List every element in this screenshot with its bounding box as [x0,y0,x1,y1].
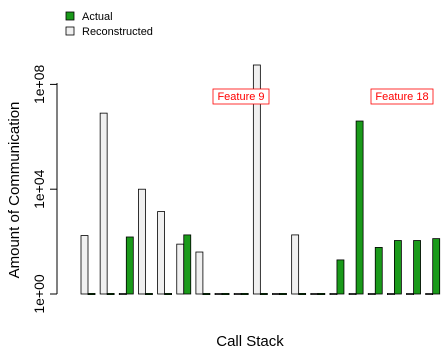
legend-swatch-actual [65,11,75,21]
bar-actual-10 [259,292,268,295]
legend-label-reconstructed: Reconstructed [82,26,153,38]
bar-actual-16 [374,247,383,295]
bar-reconstructed-4 [138,188,146,295]
bar-reconstructed-1 [80,235,89,295]
bar-actual-6 [183,234,192,295]
legend-label-actual: Actual [82,11,113,23]
bar-actual-18 [413,240,421,295]
legend-swatch-reconstructed [65,26,75,36]
bar-actual-17 [393,240,402,295]
bar-actual-11 [279,292,287,295]
annotation-feature-9: Feature 9 [217,91,264,103]
bar-actual-19 [432,238,441,295]
y-tick-label: 1e+00 [31,274,47,314]
bar-reconstructed-9 [233,292,242,295]
bar-reconstructed-8 [214,292,223,295]
bar-reconstructed-14 [329,292,338,295]
bar-actual-7 [202,292,211,295]
bar-reconstructed-13 [310,292,319,295]
bar-actual-4 [145,292,153,295]
bar-reconstructed-12 [291,234,300,295]
annotations: Feature 9 Feature 18 [212,88,434,105]
bar-reconstructed-17 [386,292,395,295]
bar-actual-3 [125,236,134,295]
bar-actual-12 [298,292,307,295]
bar-reconstructed-19 [425,292,434,295]
bar-reconstructed-6 [176,243,185,295]
bar-actual-14 [336,259,345,295]
x-axis-label: Call Stack [216,333,284,350]
y-tick-label: 1e+08 [31,65,47,105]
bar-actual-5 [164,292,173,295]
annotation-feature-18: Feature 18 [375,91,428,103]
bar-actual-1 [87,292,96,295]
bar-reconstructed-7 [195,251,204,295]
bar-actual-2 [106,292,115,295]
bar-reconstructed-5 [157,211,166,295]
y-axis: 1e+00 1e+04 1e+08 [31,65,58,314]
y-tick-label: 1e+04 [31,169,47,209]
bar-actual-15 [355,120,364,295]
bars-layer [80,64,441,295]
bar-reconstructed-10 [252,64,261,295]
y-ticks: 1e+00 1e+04 1e+08 [31,65,57,314]
y-axis-label: Amount of Communication [6,102,23,279]
bar-actual-13 [317,292,326,295]
bar-reconstructed-16 [367,292,376,295]
bar-reconstructed-18 [406,292,414,295]
bar-reconstructed-2 [99,112,108,295]
annotation-box-feature-9 [212,88,270,105]
annotation-box-feature-18 [370,88,434,105]
legend: Actual Reconstructed [65,11,153,38]
bar-reconstructed-15 [348,292,357,295]
bar-reconstructed-3 [118,292,127,295]
bar-actual-8 [221,292,230,295]
bar-actual-9 [240,292,249,295]
bar-reconstructed-11 [272,292,280,295]
